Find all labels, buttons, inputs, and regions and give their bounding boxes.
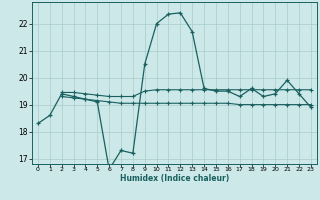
X-axis label: Humidex (Indice chaleur): Humidex (Indice chaleur) bbox=[120, 174, 229, 183]
